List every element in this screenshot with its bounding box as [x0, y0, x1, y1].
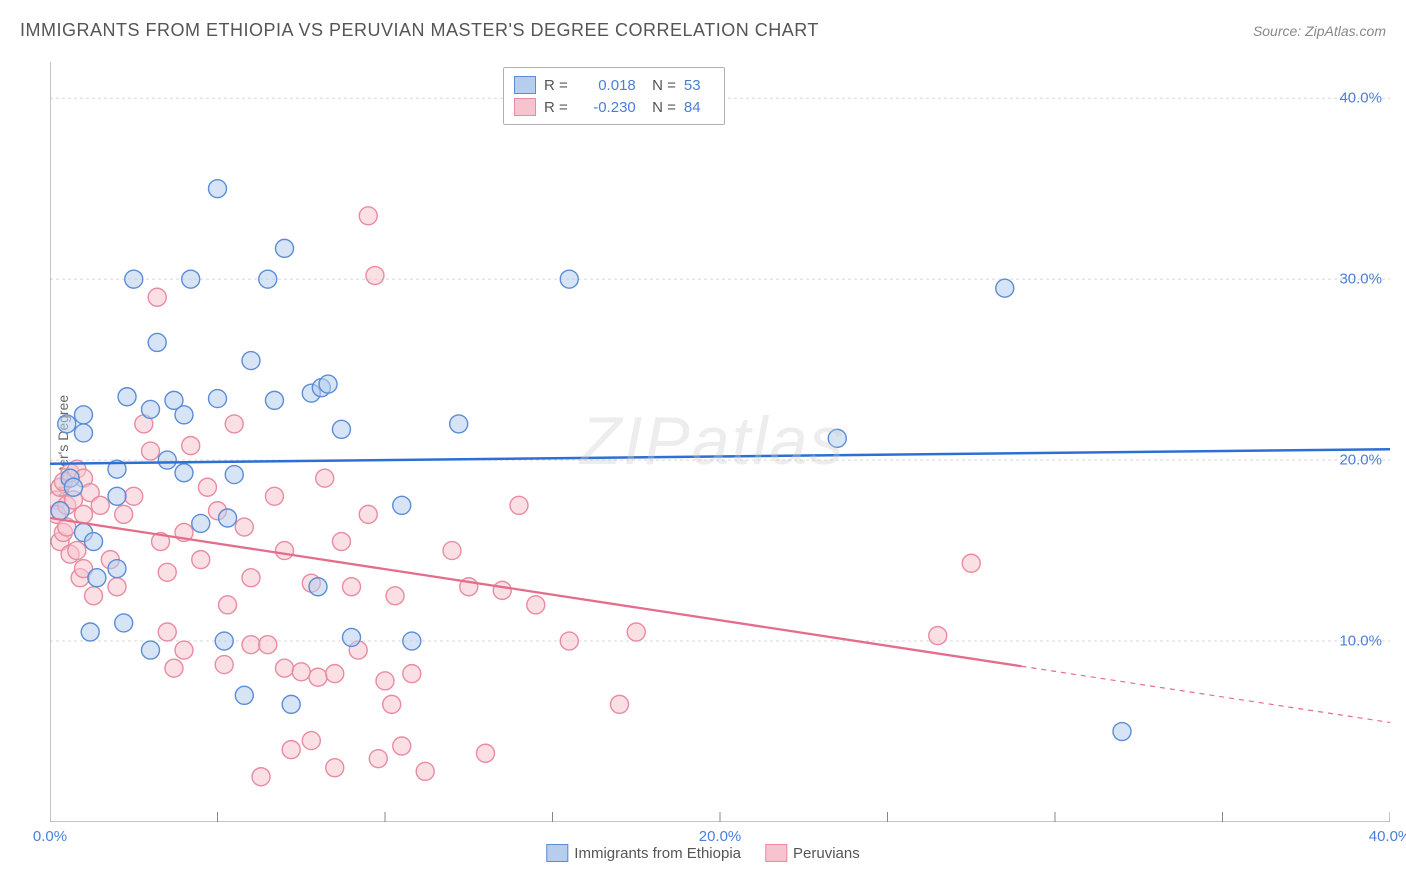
legend-series-item: Immigrants from Ethiopia: [546, 844, 741, 862]
legend-swatch: [514, 76, 536, 94]
x-tick-label: 20.0%: [699, 828, 742, 845]
y-tick-label: 20.0%: [1339, 452, 1382, 469]
legend-series-item: Peruvians: [765, 844, 860, 862]
legend-row: R = -0.230 N = 84: [514, 96, 714, 118]
series-legend: Immigrants from Ethiopia Peruvians: [546, 844, 859, 862]
y-tick-label: 40.0%: [1339, 90, 1382, 107]
legend-series-label: Peruvians: [793, 845, 860, 862]
legend-r-label: R =: [544, 77, 568, 94]
legend-n-label: N =: [644, 99, 676, 116]
legend-r-label: R =: [544, 99, 568, 116]
chart-plot-area: ZIPatlas 10.0%20.0%30.0%40.0% R =0.018 N…: [50, 62, 1390, 822]
y-tick-label: 10.0%: [1339, 633, 1382, 650]
x-tick-label: 0.0%: [33, 828, 67, 845]
legend-series-label: Immigrants from Ethiopia: [574, 845, 741, 862]
legend-row: R = 0.018 N = 53: [514, 74, 714, 96]
y-tick-label: 30.0%: [1339, 271, 1382, 288]
scatter-chart: [50, 62, 1390, 822]
legend-n-value: 53: [684, 77, 714, 94]
correlation-legend: R = 0.018 N = 53 R = -0.230 N = 84: [503, 67, 725, 125]
source-label: Source: ZipAtlas.com: [1253, 23, 1386, 39]
legend-r-value: -0.230: [576, 99, 636, 116]
legend-swatch: [514, 98, 536, 116]
header: IMMIGRANTS FROM ETHIOPIA VS PERUVIAN MAS…: [20, 20, 1386, 41]
x-tick-label: 40.0%: [1369, 828, 1406, 845]
chart-title: IMMIGRANTS FROM ETHIOPIA VS PERUVIAN MAS…: [20, 20, 819, 41]
legend-n-label: N =: [644, 77, 676, 94]
legend-r-value: 0.018: [576, 77, 636, 94]
legend-swatch: [765, 844, 787, 862]
legend-n-value: 84: [684, 99, 714, 116]
legend-swatch: [546, 844, 568, 862]
